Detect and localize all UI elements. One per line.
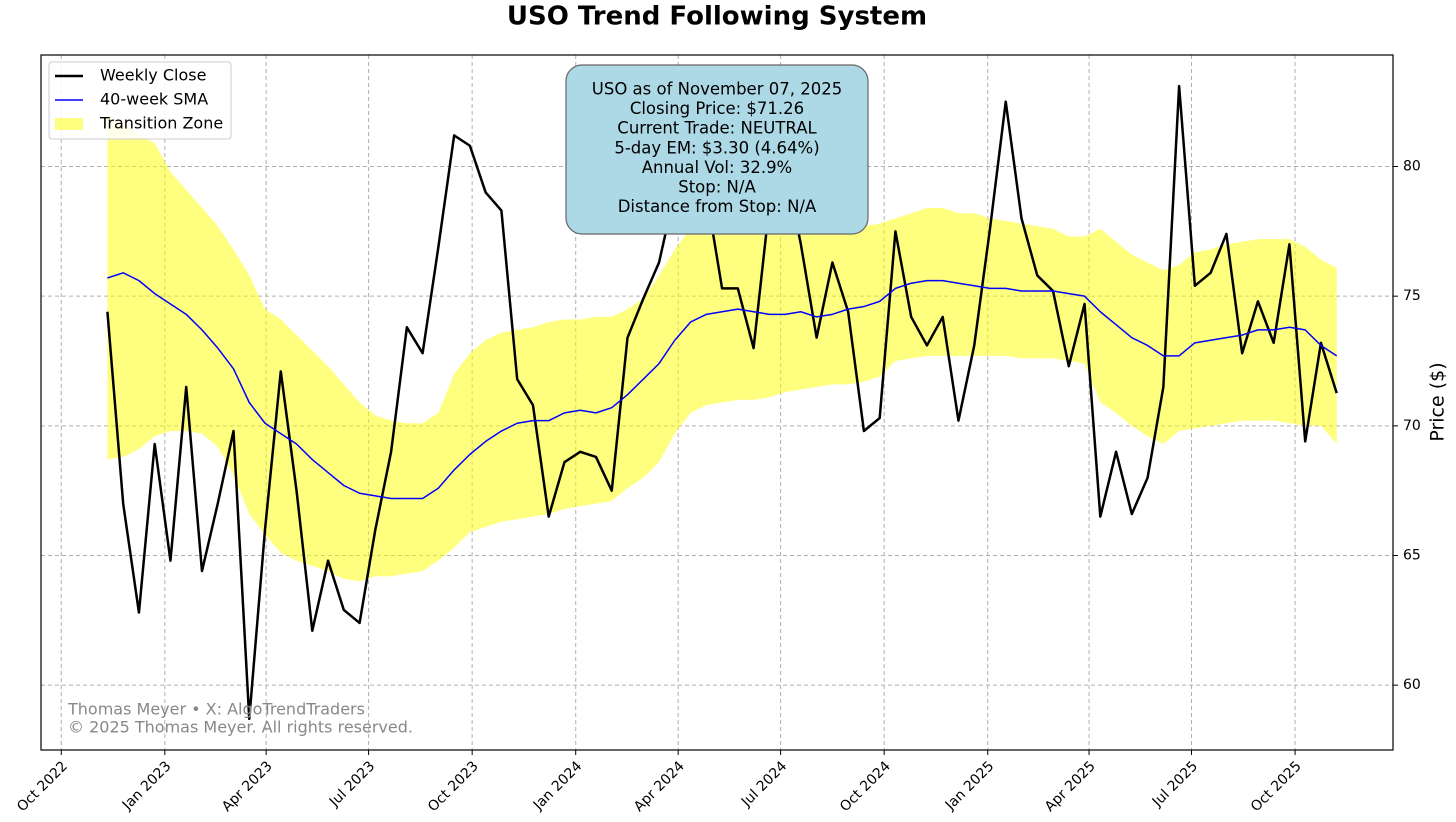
legend-box: [48, 61, 232, 140]
y-tick-label: 70: [1403, 418, 1421, 434]
y-tick-label: 75: [1403, 288, 1421, 304]
x-tick-label: Jul 2024: [738, 758, 790, 810]
legend-label: Weekly Close: [100, 66, 206, 85]
x-tick-label: Jan 2024: [530, 758, 586, 814]
watermark: © 2025 Thomas Meyer. All rights reserved…: [68, 718, 413, 737]
plot-frame: [40, 54, 1394, 751]
x-tick-label: Apr 2025: [1042, 758, 1099, 815]
y-tick-label: 65: [1403, 548, 1421, 564]
legend-swatch: [55, 118, 83, 130]
x-tick-label: Oct 2022: [14, 758, 71, 815]
legend-label: 40-week SMA: [100, 90, 208, 109]
y-tick-label: 60: [1403, 677, 1421, 693]
annotation-line: 5-day EM: $3.30 (4.64%): [614, 138, 819, 157]
x-tick-label: Jan 2023: [119, 758, 175, 814]
annotation-line: Distance from Stop: N/A: [618, 197, 817, 216]
y-axis-label: Price ($): [1427, 362, 1449, 441]
annotation-line: Annual Vol: 32.9%: [642, 158, 793, 177]
annotation-line: Closing Price: $71.26: [630, 99, 804, 118]
y-tick-label: 80: [1403, 159, 1421, 175]
x-tick-label: Apr 2023: [219, 758, 276, 815]
annotation-line: USO as of November 07, 2025: [592, 80, 842, 99]
watermark: Thomas Meyer • X: AlgoTrendTraders: [67, 700, 365, 719]
line: [107, 272, 1338, 500]
legend-label: Transition Zone: [99, 114, 223, 133]
line: [106, 84, 1338, 721]
x-tick-label: Oct 2023: [425, 758, 482, 815]
x-tick-label: Oct 2025: [1248, 758, 1305, 815]
x-tick-label: Jul 2023: [326, 758, 378, 810]
x-tick-label: Jul 2025: [1149, 758, 1201, 810]
x-tick-label: Jan 2025: [942, 758, 998, 814]
x-tick-label: Oct 2024: [837, 758, 894, 815]
chart-title: USO Trend Following System: [507, 2, 927, 32]
x-tick-label: Apr 2024: [631, 758, 688, 815]
annotation-line: Current Trade: NEUTRAL: [617, 119, 817, 138]
annotation-line: Stop: N/A: [678, 178, 756, 197]
transition-zone: [107, 114, 1337, 582]
annotation-box: [565, 64, 869, 235]
